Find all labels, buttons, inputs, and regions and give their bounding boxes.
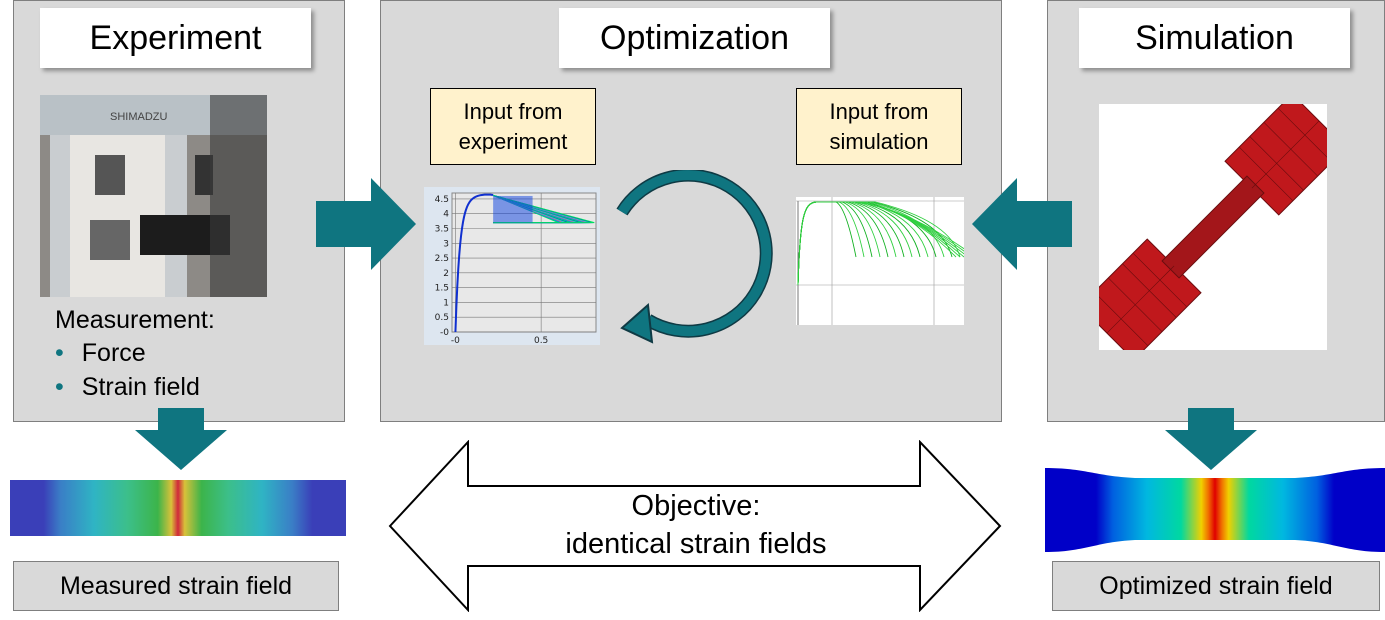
objective-line2: identical strain fields (565, 528, 827, 560)
y-tick-label: 3 (443, 239, 449, 249)
optimization-loop-arrow (616, 170, 773, 344)
y-tick-label: 0.5 (435, 313, 449, 323)
y-tick-label: 4 (443, 210, 449, 220)
experiment-chart: -0 0.5 1 1.5 2 2.5 3 3.5 4 4.5 -0 0.5 (424, 187, 600, 345)
measured-strain-field-image (10, 480, 346, 536)
bullet-force: • Force (55, 339, 146, 367)
arrow-down-icon (1165, 408, 1257, 470)
simulation-chart (796, 197, 964, 325)
simulation-title: Simulation (1079, 8, 1350, 68)
arrow-left-icon (972, 178, 1072, 270)
objective-line1: Objective: (631, 490, 761, 522)
arrow-right-icon (316, 178, 416, 270)
x-tick-label: -0 (451, 336, 460, 345)
input-from-experiment-box: Input from experiment (430, 88, 596, 165)
y-tick-label: -0 (440, 328, 449, 338)
chart-background (796, 197, 964, 325)
series-line (797, 201, 961, 286)
y-tick-label: 1.5 (435, 284, 449, 294)
optimization-title: Optimization (559, 8, 830, 68)
optimized-strain-field-label: Optimized strain field (1052, 561, 1380, 611)
double-arrow-icon (388, 440, 1002, 612)
experiment-curve (454, 193, 494, 333)
arrow-down-icon (135, 408, 227, 470)
input-from-simulation-box: Input from simulation (796, 88, 962, 165)
y-tick-label: 2 (443, 269, 449, 279)
svg-text:SHIMADZU: SHIMADZU (110, 111, 168, 123)
x-tick-label: 0.5 (534, 336, 548, 345)
measurement-label: Measurement: (55, 306, 215, 334)
y-tick-label: 4.5 (435, 195, 449, 205)
y-tick-label: 1 (443, 298, 449, 308)
curve-bundle (493, 195, 533, 223)
experiment-title: Experiment (40, 8, 311, 68)
measured-strain-field-label: Measured strain field (13, 561, 339, 611)
y-tick-label: 2.5 (435, 254, 449, 264)
testing-machine-photo: SHIMADZU (40, 95, 267, 297)
series-line (855, 201, 964, 250)
simulation-specimen-mesh (1099, 104, 1327, 350)
y-tick-label: 3.5 (435, 224, 449, 234)
optimized-strain-field-image (1045, 468, 1385, 552)
bullet-strain-field: • Strain field (55, 373, 200, 401)
